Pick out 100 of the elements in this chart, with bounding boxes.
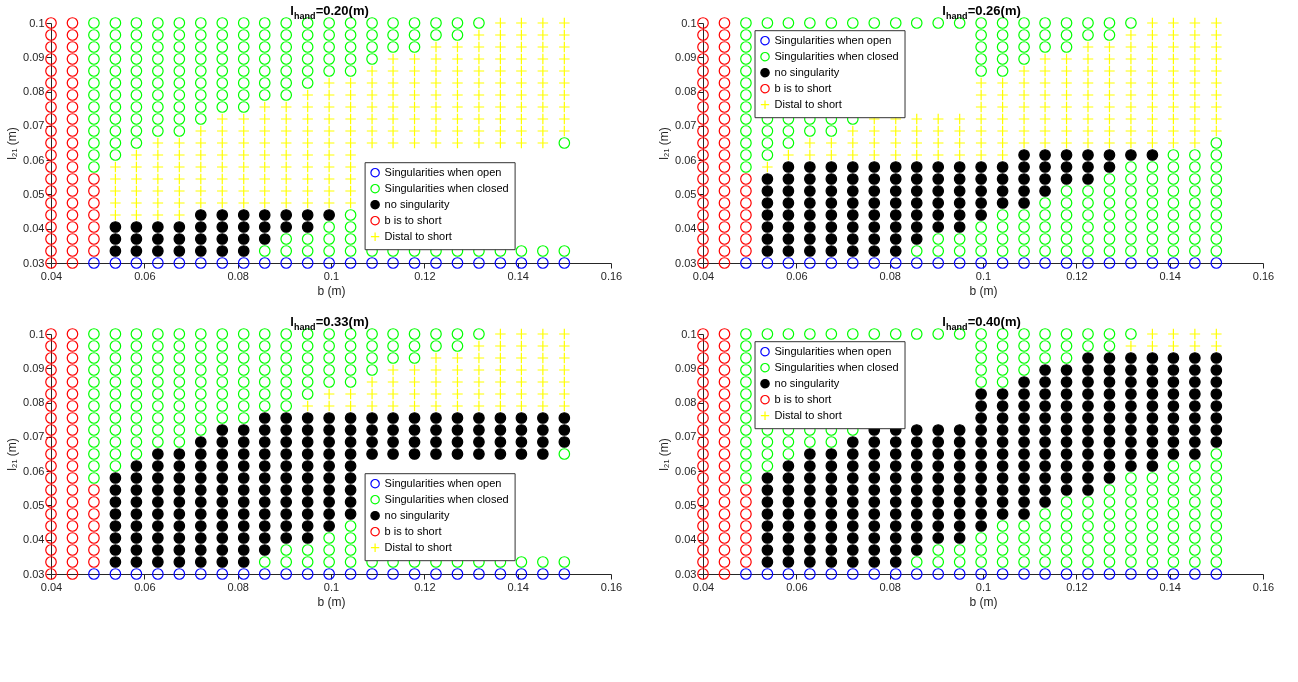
point: [697, 328, 709, 340]
point: [301, 221, 314, 233]
point: [718, 89, 731, 101]
point: [173, 568, 186, 580]
point: [889, 257, 902, 269]
x-tick-label: 0.14: [1159, 580, 1181, 593]
point: [697, 508, 709, 520]
point: [1210, 340, 1223, 352]
point: [740, 484, 752, 496]
point: [1210, 568, 1223, 580]
point: [718, 41, 731, 53]
point: [1082, 568, 1094, 580]
point: [66, 221, 79, 233]
legend-label: b is to short: [384, 213, 442, 226]
point: [45, 41, 57, 53]
point: [697, 544, 709, 556]
point: [718, 221, 731, 233]
point: [152, 233, 164, 245]
point: [430, 257, 442, 269]
point: [718, 508, 731, 520]
point: [45, 544, 57, 556]
point: [697, 568, 709, 580]
point: [740, 544, 752, 556]
point: [846, 257, 859, 269]
point: [408, 257, 421, 269]
point: [932, 257, 945, 269]
point: [194, 233, 207, 245]
point: [66, 520, 79, 532]
point: [451, 352, 464, 364]
point: [1210, 257, 1223, 269]
point: [910, 257, 923, 269]
y-tick-label: 0.04: [675, 222, 697, 235]
x-tick-label: 0.14: [507, 580, 529, 593]
point: [515, 340, 528, 352]
point: [697, 436, 709, 448]
point: [237, 568, 250, 580]
point: [697, 556, 709, 568]
point: [718, 53, 731, 65]
point: [558, 257, 571, 269]
point: [697, 113, 709, 125]
point: [1167, 257, 1180, 269]
point: [430, 364, 442, 376]
point: [473, 257, 485, 269]
point: [109, 245, 122, 257]
y-tick-label: 0.07: [23, 430, 45, 443]
x-tick-label: 0.1: [975, 580, 992, 593]
y-tick-label: 0.1: [29, 16, 45, 29]
y-tick-label: 0.08: [23, 396, 45, 409]
legend-label: Singularities when open: [774, 344, 892, 357]
point: [387, 400, 399, 412]
y-tick-label: 0.09: [23, 50, 45, 63]
y-tick-label: 0.06: [23, 153, 45, 166]
x-tick-label: 0.16: [600, 269, 623, 282]
point: [537, 376, 549, 388]
point: [216, 209, 229, 221]
point: [66, 376, 79, 388]
point: [45, 53, 57, 65]
point: [45, 364, 57, 376]
point: [515, 364, 528, 376]
point: [216, 568, 229, 580]
point: [718, 352, 731, 364]
y-tick-label: 0.07: [675, 119, 697, 132]
point: [88, 245, 100, 257]
x-tick-label: 0.04: [692, 580, 715, 593]
point: [366, 257, 378, 269]
point: [66, 556, 79, 568]
point: [66, 209, 79, 221]
point: [910, 568, 923, 580]
point: [537, 257, 549, 269]
point: [718, 544, 731, 556]
y-tick-label: 0.09: [675, 50, 697, 63]
point: [494, 568, 507, 580]
point: [387, 568, 399, 580]
y-tick-label: 0.05: [675, 498, 697, 511]
point: [697, 41, 709, 53]
point: [1060, 257, 1073, 269]
point: [280, 257, 293, 269]
x-tick-label: 0.08: [879, 580, 901, 593]
y-tick-label: 0.03: [23, 256, 45, 269]
point: [216, 245, 229, 257]
point: [697, 412, 709, 424]
point: [1189, 568, 1201, 580]
x-tick-label: 0.06: [134, 580, 156, 593]
point: [697, 29, 709, 41]
point: [45, 197, 57, 209]
point: [66, 41, 79, 53]
y-axis-title: l₂₁ (m): [5, 127, 20, 160]
point: [301, 209, 314, 221]
point: [45, 460, 57, 472]
point: [718, 496, 731, 508]
point: [66, 340, 79, 352]
point: [718, 556, 731, 568]
x-tick-label: 0.04: [40, 580, 63, 593]
point: [66, 245, 79, 257]
legend-label: b is to short: [384, 524, 442, 537]
point: [740, 568, 752, 580]
x-tick-label: 0.08: [227, 269, 249, 282]
point: [323, 257, 335, 269]
legend-label: Distal to short: [384, 540, 452, 553]
point: [323, 209, 335, 221]
